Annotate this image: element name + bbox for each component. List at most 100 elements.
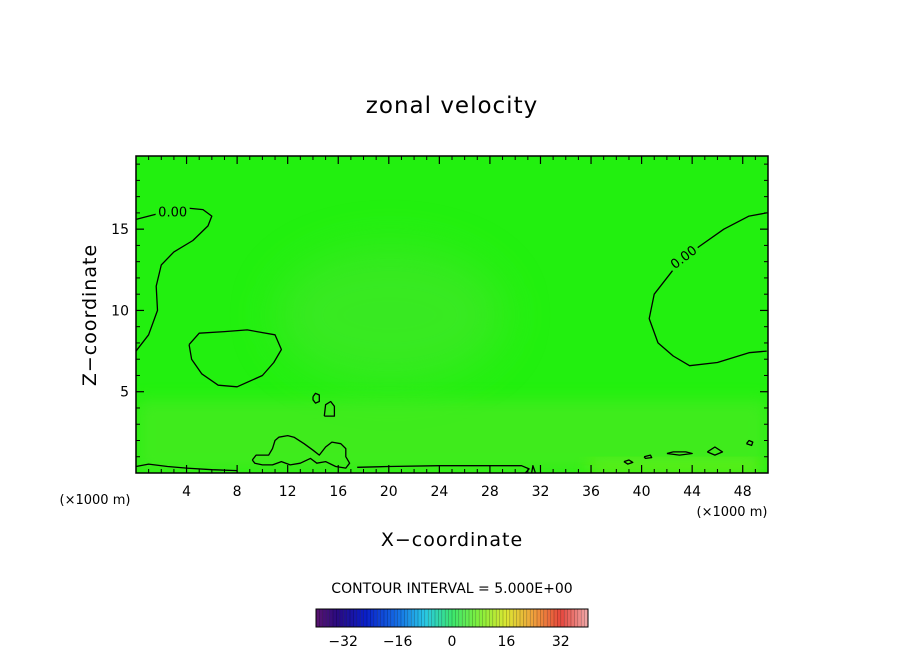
colorbar-swatch — [486, 609, 490, 627]
colorbar-swatch — [523, 609, 527, 627]
colorbar-swatch — [489, 609, 493, 627]
colorbar-swatch — [387, 609, 391, 627]
colorbar-swatch — [424, 609, 429, 627]
colorbar-swatch — [377, 609, 381, 627]
colorbar-swatch — [397, 609, 402, 627]
colorbar-swatch — [577, 609, 582, 627]
contour-line — [136, 463, 238, 472]
colorbar-swatch — [435, 609, 439, 627]
colorbar-swatch — [401, 609, 405, 627]
colorbar-swatch — [370, 609, 374, 627]
contour-line — [666, 451, 693, 456]
colorbar-swatch — [339, 609, 344, 627]
x-tick-label: 48 — [734, 484, 752, 500]
colorbar-swatch — [356, 609, 361, 627]
colorbar-swatch — [465, 609, 470, 627]
contour-line — [706, 446, 724, 456]
colorbar-swatch — [448, 609, 453, 627]
contour-line — [188, 329, 283, 388]
colorbar-swatch — [322, 609, 327, 627]
x-tick-label: 28 — [481, 484, 499, 500]
colorbar-swatch — [384, 609, 388, 627]
colorbar-swatch — [452, 609, 456, 627]
colorbar-swatch — [554, 609, 558, 627]
colorbar-ticks: −32 −16 0 16 32 — [328, 634, 569, 650]
colorbar-swatch — [506, 609, 510, 627]
colorbar-tick-label: 32 — [552, 634, 570, 650]
x-axis-label: X−coordinate — [381, 529, 523, 551]
colorbar-swatch — [530, 609, 534, 627]
colorbar-swatch — [363, 609, 368, 627]
colorbar-swatch — [360, 609, 364, 627]
colorbar-swatch — [516, 609, 521, 627]
chart-title: zonal velocity — [366, 93, 538, 119]
colorbar-swatch — [469, 609, 473, 627]
colorbar-tick-label: −32 — [328, 634, 358, 650]
colorbar-swatch — [496, 609, 500, 627]
contour-line — [643, 454, 653, 460]
surface-shading — [590, 462, 760, 473]
contour-line — [251, 434, 351, 469]
colorbar-swatch — [557, 609, 561, 627]
colorbar-swatch — [472, 609, 476, 627]
x-tick-label: 16 — [329, 484, 347, 500]
colorbar-swatch — [438, 609, 442, 627]
contour-line — [530, 465, 537, 473]
contour-line — [648, 212, 767, 367]
colorbar-swatch — [421, 609, 425, 627]
colorbar-swatch — [441, 609, 446, 627]
colorbar-swatch — [475, 609, 480, 627]
colorbar-swatch — [329, 609, 334, 627]
colorbar-swatch — [533, 609, 538, 627]
colorbar-swatch — [547, 609, 551, 627]
x-tick-label: 24 — [430, 484, 448, 500]
colorbar-swatch — [431, 609, 436, 627]
contour-label-gap — [155, 202, 190, 219]
colorbar-tick-label: 16 — [497, 634, 515, 650]
colorbar-swatch — [350, 609, 354, 627]
colorbar-swatch — [543, 609, 548, 627]
colorbar-swatch — [509, 609, 514, 627]
colorbar-swatch — [584, 609, 589, 627]
colorbar-swatch — [353, 609, 357, 627]
colorbar-swatch — [581, 609, 585, 627]
x-tick-label: 20 — [380, 484, 398, 500]
colorbar-swatch — [336, 609, 340, 627]
colorbar-swatch — [560, 609, 565, 627]
colorbar-tick-label: 0 — [448, 634, 457, 650]
y-tick-label: 15 — [111, 222, 129, 238]
y-tick-label: 10 — [111, 303, 129, 319]
colorbar-swatch — [462, 609, 466, 627]
colorbar-swatch — [540, 609, 544, 627]
colorbar-swatch — [367, 609, 371, 627]
contour-line — [323, 400, 336, 417]
colorbar-swatch — [445, 609, 449, 627]
colorbar-swatch — [390, 609, 395, 627]
colorbar-tick-label: −16 — [383, 634, 413, 650]
colorbar-swatch — [574, 609, 578, 627]
plot-area: 0.000.00 — [136, 156, 768, 473]
contour-line — [623, 459, 634, 465]
x-tick-label: 36 — [582, 484, 600, 500]
colorbar-swatch — [418, 609, 422, 627]
colorbar-swatch — [482, 609, 487, 627]
y-axis-ticks: 5 10 15 — [111, 163, 768, 458]
contour-label: 0.00 — [158, 205, 187, 220]
colorbar-swatch — [380, 609, 385, 627]
colorbar-swatch — [455, 609, 459, 627]
colorbar-swatch — [571, 609, 575, 627]
colorbar-swatch — [550, 609, 555, 627]
colorbar-swatch — [513, 609, 517, 627]
colorbar-swatch — [394, 609, 398, 627]
contour-label-gap — [664, 239, 702, 273]
colorbar — [315, 609, 589, 627]
x-tick-label: 40 — [633, 484, 651, 500]
colorbar-swatch — [411, 609, 415, 627]
colorbar-swatch — [503, 609, 507, 627]
colorbar-swatch — [428, 609, 432, 627]
x-axis-ticks: 4 8 12 16 20 24 28 32 36 40 44 48 — [148, 156, 756, 500]
x-tick-label: 4 — [182, 484, 191, 500]
colorbar-swatch — [520, 609, 524, 627]
colorbar-swatch — [537, 609, 541, 627]
